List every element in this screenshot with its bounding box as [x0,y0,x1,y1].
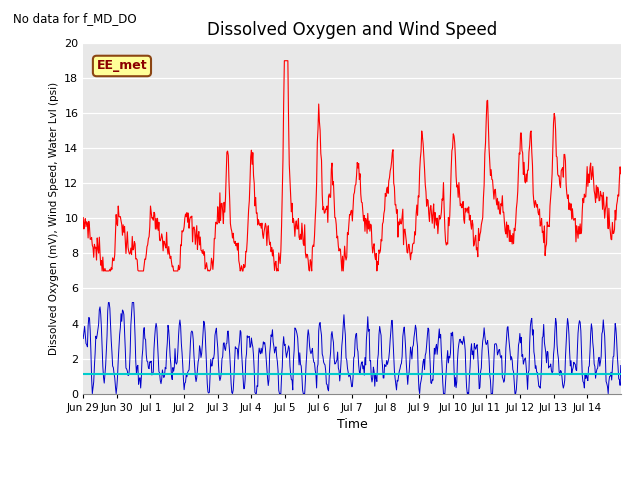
X-axis label: Time: Time [337,418,367,431]
Text: EE_met: EE_met [97,60,147,72]
Title: Dissolved Oxygen and Wind Speed: Dissolved Oxygen and Wind Speed [207,21,497,39]
Y-axis label: Dissolved Oxygen (mV), Wind Speed, Water Lvl (psi): Dissolved Oxygen (mV), Wind Speed, Water… [49,82,59,355]
Text: No data for f_MD_DO: No data for f_MD_DO [13,12,136,25]
Legend: DisOxy, ws, WaterLevel: DisOxy, ws, WaterLevel [201,477,503,480]
